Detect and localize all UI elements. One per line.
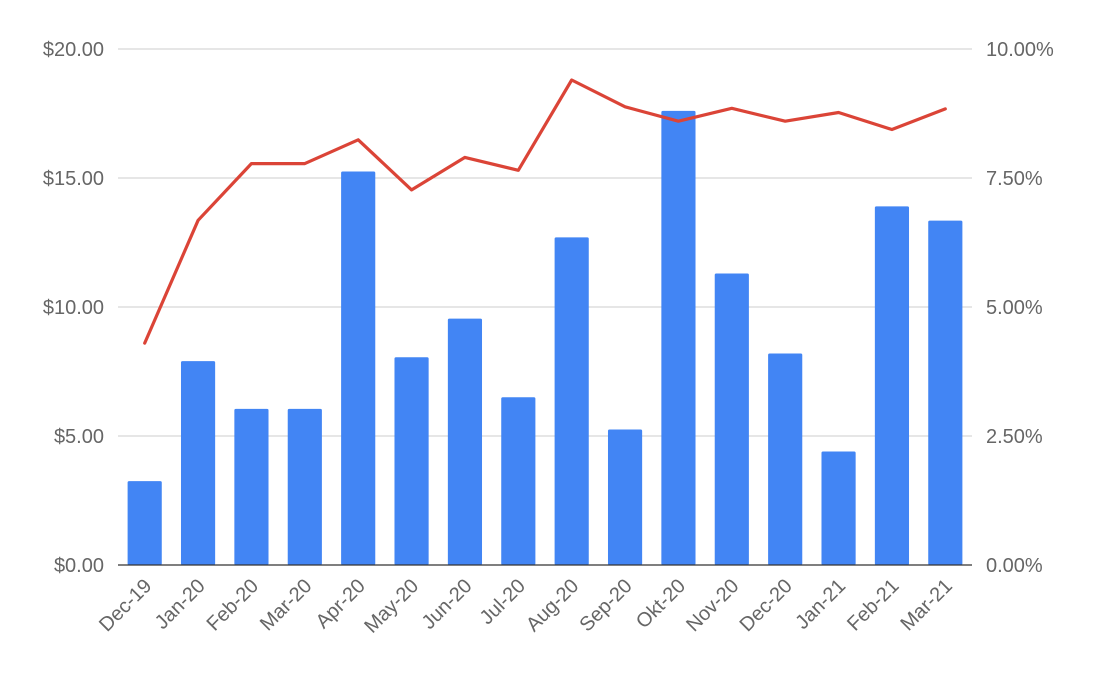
x-tick-label: Jun-20 bbox=[418, 575, 477, 634]
x-tick-label: Feb-20 bbox=[203, 575, 263, 635]
bar bbox=[928, 220, 963, 565]
y-right-tick-label: 0.00% bbox=[986, 555, 1043, 577]
bar bbox=[554, 237, 589, 565]
bar bbox=[341, 171, 376, 566]
y-left-tick-label: $20.00 bbox=[43, 39, 104, 61]
x-tick-label: Jan-20 bbox=[151, 575, 210, 634]
x-tick-label: Dec-20 bbox=[736, 575, 797, 636]
bar bbox=[287, 408, 322, 565]
bar bbox=[874, 206, 910, 565]
x-tick-label: Aug-20 bbox=[522, 575, 583, 636]
left-axis-tick-labels: $0.00 $5.00 $10.00 $15.00 $20.00 bbox=[43, 39, 104, 577]
bar bbox=[394, 357, 429, 565]
bar bbox=[447, 318, 483, 565]
x-tick-label: Mar-20 bbox=[256, 575, 316, 635]
y-right-tick-label: 5.00% bbox=[986, 297, 1043, 319]
x-tick-label: Sep-20 bbox=[575, 575, 636, 636]
y-left-tick-label: $15.00 bbox=[43, 168, 104, 190]
bar bbox=[234, 408, 269, 565]
bar bbox=[768, 353, 803, 565]
y-right-tick-label: 10.00% bbox=[986, 39, 1054, 61]
bar-series bbox=[127, 110, 963, 566]
x-tick-label: Feb-21 bbox=[843, 575, 903, 635]
x-tick-label: Okt-20 bbox=[632, 575, 690, 633]
bar bbox=[180, 361, 216, 565]
y-right-tick-label: 2.50% bbox=[986, 426, 1043, 448]
x-tick-label: Nov-20 bbox=[682, 575, 743, 636]
x-tick-label: Mar-21 bbox=[896, 575, 956, 635]
y-left-tick-label: $0.00 bbox=[54, 555, 104, 577]
x-axis-tick-labels: Dec-19Jan-20Feb-20Mar-20Apr-20May-20Jun-… bbox=[95, 575, 957, 638]
x-tick-label: Apr-20 bbox=[312, 575, 370, 633]
line-series bbox=[143, 78, 947, 345]
y-left-tick-label: $10.00 bbox=[43, 297, 104, 319]
right-axis-tick-labels: 0.00% 2.50% 5.00% 7.50% 10.00% bbox=[986, 39, 1054, 577]
bar bbox=[821, 451, 856, 565]
line-path bbox=[143, 78, 947, 345]
y-left-tick-label: $5.00 bbox=[54, 426, 104, 448]
x-tick-label: Jan-21 bbox=[791, 575, 850, 634]
bar bbox=[501, 397, 536, 565]
bar bbox=[607, 429, 643, 565]
y-right-tick-label: 7.50% bbox=[986, 168, 1043, 190]
gridlines bbox=[118, 48, 972, 437]
bar bbox=[714, 273, 749, 565]
bar bbox=[661, 110, 696, 566]
bar bbox=[127, 481, 162, 565]
x-tick-label: Dec-19 bbox=[95, 575, 156, 636]
x-tick-label: May-20 bbox=[360, 575, 423, 638]
